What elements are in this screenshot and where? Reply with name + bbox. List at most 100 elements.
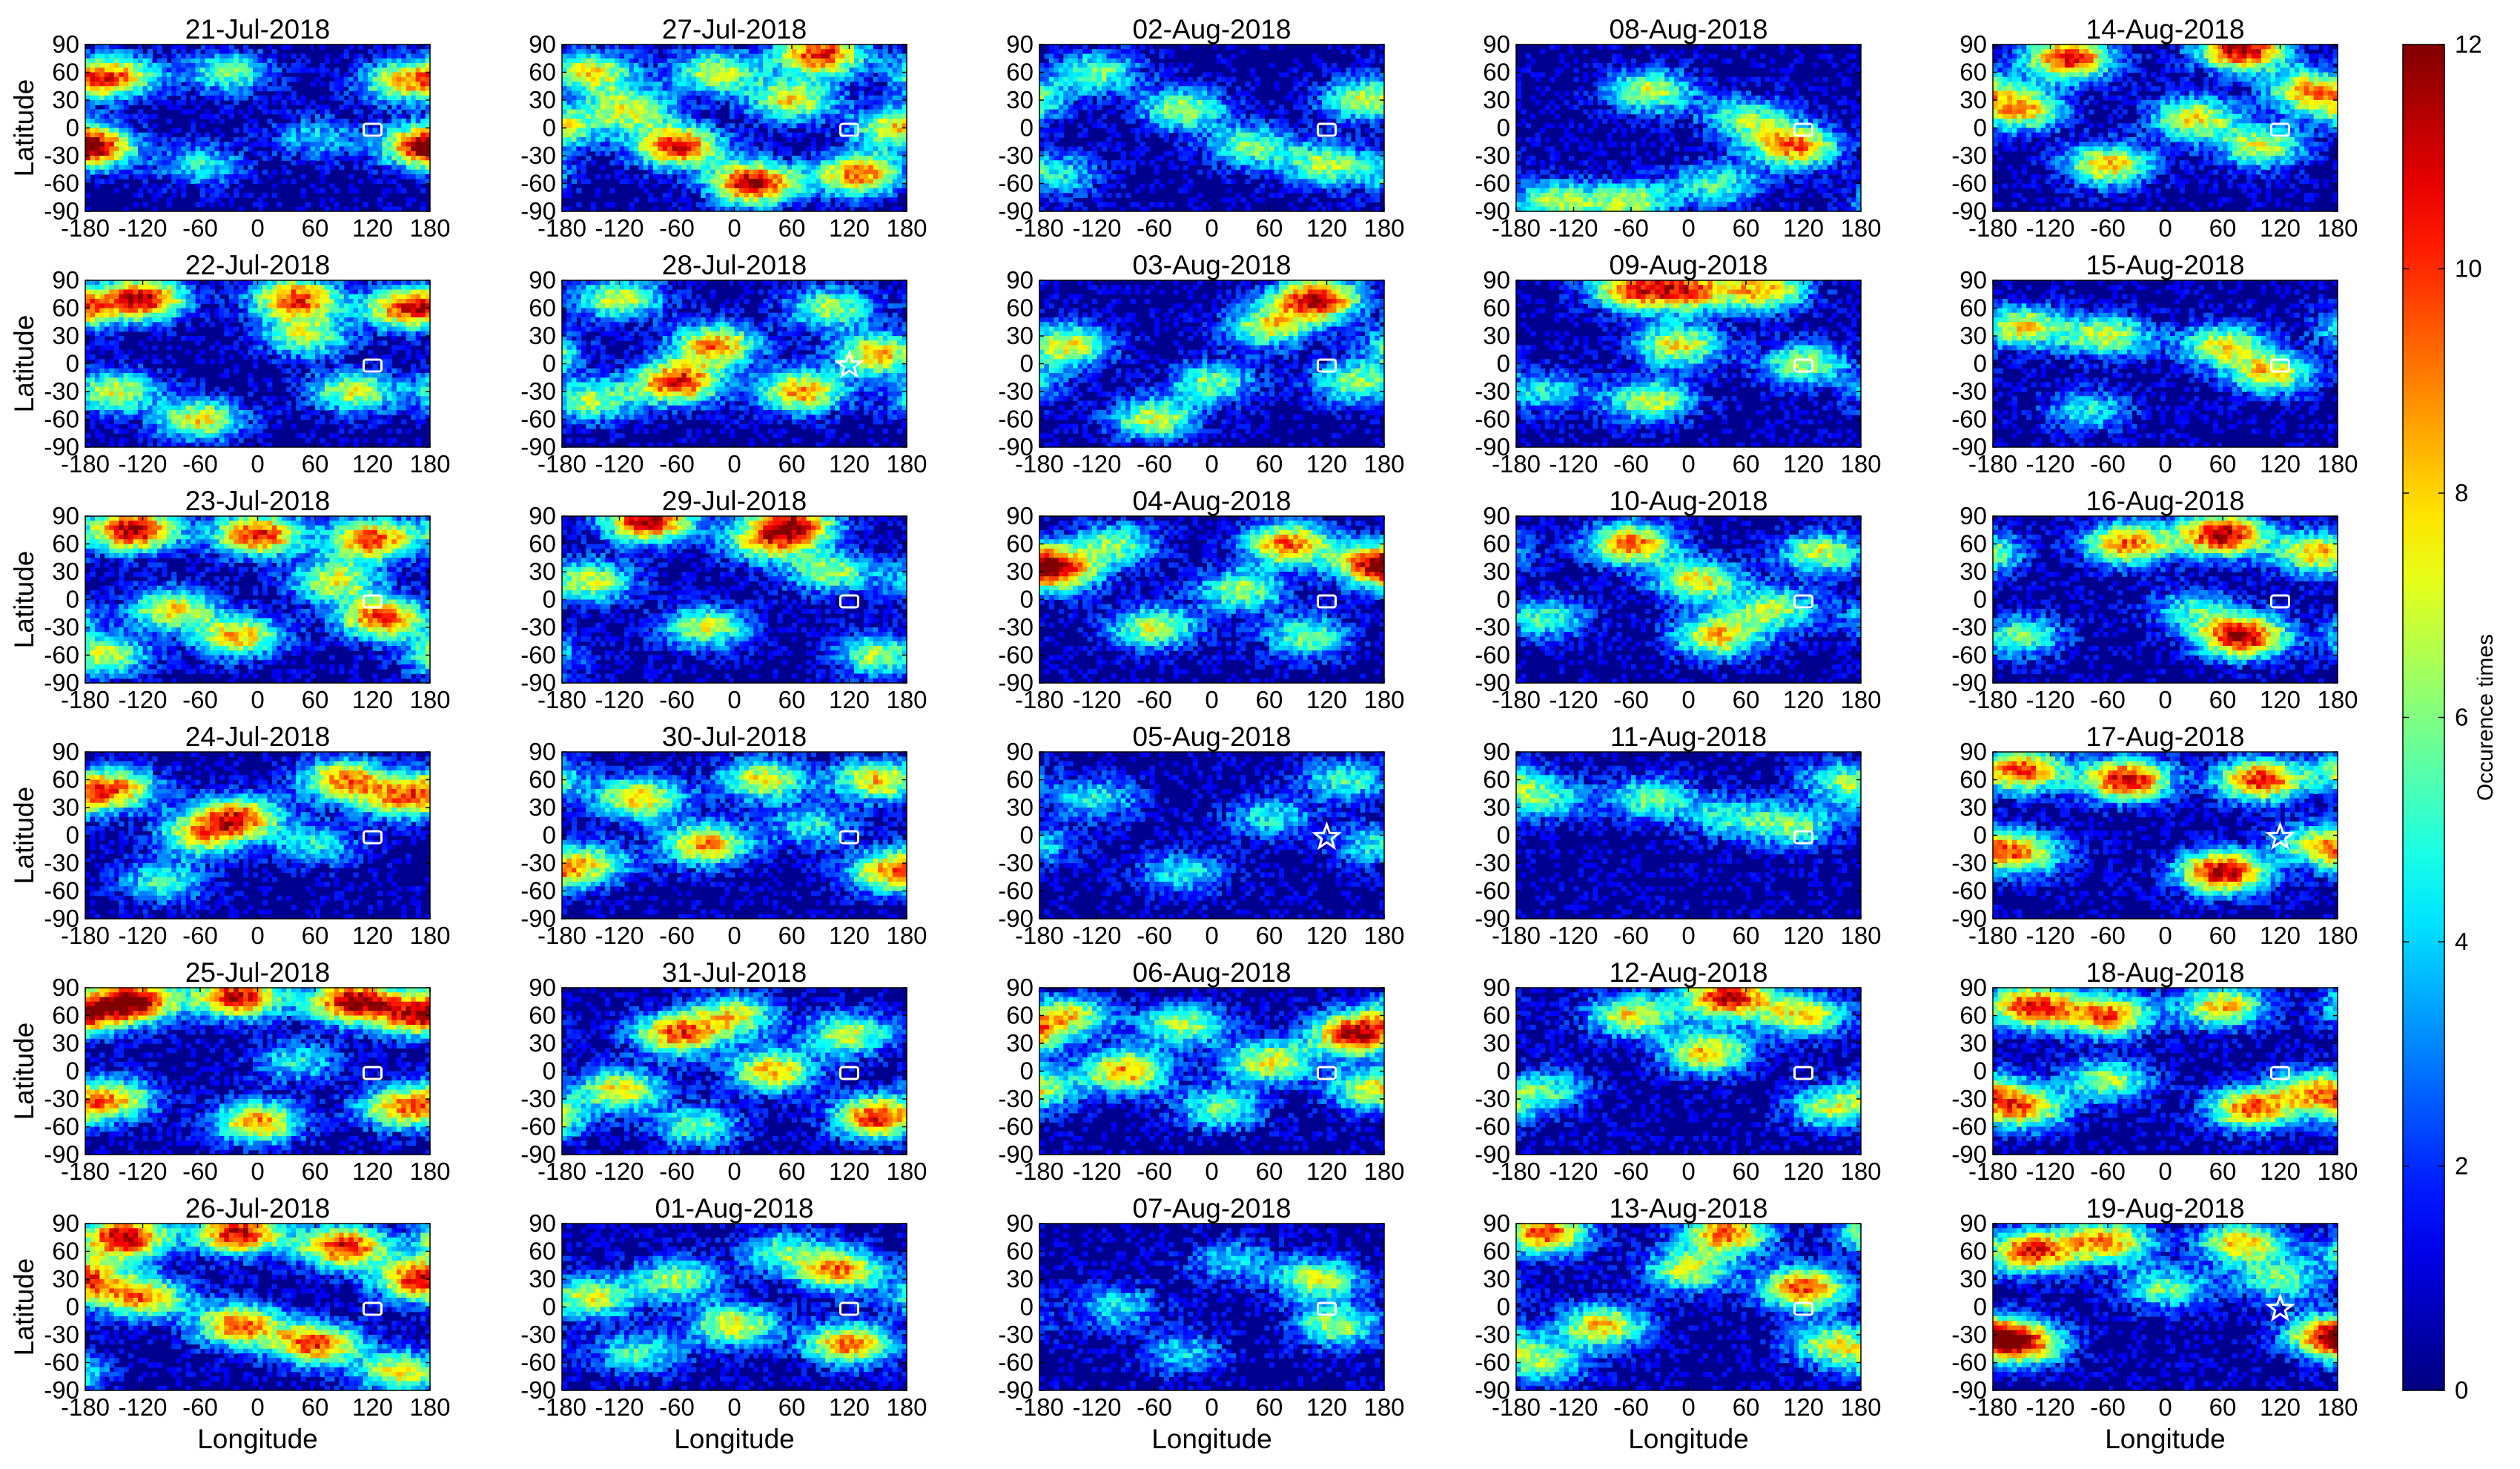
heatmap-cell	[128, 590, 134, 595]
heatmap-cell	[142, 525, 148, 531]
heatmap-cell	[166, 382, 172, 388]
heatmap-cell	[415, 340, 421, 346]
heatmap-cell	[281, 377, 287, 383]
heatmap-cell	[119, 373, 125, 378]
heatmap-cell	[281, 303, 287, 309]
heatmap-cell	[119, 317, 125, 323]
heatmap-cell	[353, 72, 359, 78]
heatmap-cell	[267, 539, 273, 545]
heatmap-cell	[119, 299, 125, 304]
heatmap-cell	[90, 90, 96, 96]
heatmap-cell	[248, 516, 254, 521]
heatmap-cell	[128, 363, 134, 369]
heatmap-cell	[262, 349, 268, 355]
heatmap-cell	[348, 95, 354, 101]
heatmap-cell	[166, 202, 172, 208]
heatmap-cell	[271, 322, 277, 328]
heatmap-cell	[228, 516, 234, 521]
heatmap-cell	[271, 137, 277, 142]
y-axis-label: Latitude	[9, 79, 39, 177]
heatmap-cell	[214, 76, 220, 82]
heatmap-cell	[377, 410, 383, 415]
heatmap-cell	[109, 396, 115, 402]
heatmap-cell	[123, 72, 129, 78]
heatmap-cell	[391, 326, 397, 332]
heatmap-cell	[243, 58, 249, 64]
heatmap-cell	[386, 544, 392, 549]
heatmap-cell	[219, 169, 225, 175]
heatmap-cell	[195, 289, 201, 295]
heatmap-cell	[185, 156, 191, 161]
heatmap-cell	[277, 280, 282, 285]
heatmap-cell	[181, 86, 187, 92]
heatmap-cell	[382, 326, 388, 332]
heatmap-cell	[420, 206, 426, 211]
heatmap-cell	[90, 86, 96, 92]
heatmap-cell	[162, 67, 168, 73]
heatmap-cell	[109, 558, 115, 564]
heatmap-cell	[401, 535, 407, 540]
heatmap-cell	[191, 109, 196, 115]
heatmap-cell	[228, 90, 234, 96]
heatmap-cell	[248, 599, 254, 605]
heatmap-cell	[238, 206, 244, 211]
heatmap-cell	[142, 433, 148, 439]
heatmap-cell	[343, 90, 349, 96]
heatmap-cell	[128, 326, 134, 332]
heatmap-cell	[142, 410, 148, 415]
heatmap-cell	[257, 137, 263, 142]
heatmap-cell	[224, 516, 230, 521]
heatmap-cell	[358, 386, 364, 392]
heatmap-cell	[257, 53, 263, 59]
heatmap-cell	[171, 169, 177, 175]
heatmap-cell	[353, 548, 359, 554]
heatmap-cell	[119, 285, 125, 291]
heatmap-cell	[142, 590, 148, 595]
heatmap-cell	[324, 280, 330, 285]
heatmap-cell	[257, 604, 263, 610]
heatmap-cell	[368, 160, 374, 166]
heatmap-cell	[391, 123, 397, 129]
heatmap-cell	[200, 137, 206, 142]
heatmap-cell	[171, 156, 177, 161]
heatmap-cell	[99, 63, 105, 68]
heatmap-cell	[200, 548, 206, 554]
heatmap-cell	[162, 400, 168, 406]
heatmap-cell	[128, 308, 134, 314]
heatmap-cell	[305, 585, 311, 591]
heatmap-cell	[348, 558, 354, 564]
heatmap-cell	[205, 599, 211, 605]
heatmap-cell	[315, 581, 321, 587]
heatmap-cell	[291, 151, 297, 156]
heatmap-cell	[382, 156, 388, 161]
heatmap-cell	[310, 100, 316, 105]
heatmap-cell	[339, 151, 345, 156]
heatmap-cell	[329, 567, 335, 572]
heatmap-cell	[281, 299, 287, 304]
heatmap-cell	[191, 590, 196, 595]
heatmap-cell	[415, 299, 421, 304]
heatmap-cell	[205, 63, 211, 68]
heatmap-cell	[368, 142, 374, 148]
heatmap-cell	[152, 392, 158, 397]
heatmap-cell	[162, 169, 168, 175]
heatmap-cell	[119, 529, 125, 535]
heatmap-cell	[353, 76, 359, 82]
heatmap-cell	[377, 326, 383, 332]
heatmap-cell	[277, 558, 282, 564]
heatmap-cell	[128, 396, 134, 402]
heatmap-cell	[262, 132, 268, 138]
heatmap-cell	[425, 382, 430, 388]
heatmap-cell	[152, 206, 158, 211]
heatmap-cell	[420, 82, 426, 87]
heatmap-cell	[171, 604, 177, 610]
heatmap-cell	[262, 326, 268, 332]
heatmap-cell	[411, 303, 417, 309]
heatmap-cell	[94, 174, 100, 179]
heatmap-cell	[396, 44, 402, 50]
heatmap-cell	[123, 354, 129, 360]
heatmap-cell	[425, 326, 430, 332]
heatmap-cell	[243, 548, 249, 554]
heatmap-cell	[152, 72, 158, 78]
heatmap-cell	[281, 539, 287, 545]
